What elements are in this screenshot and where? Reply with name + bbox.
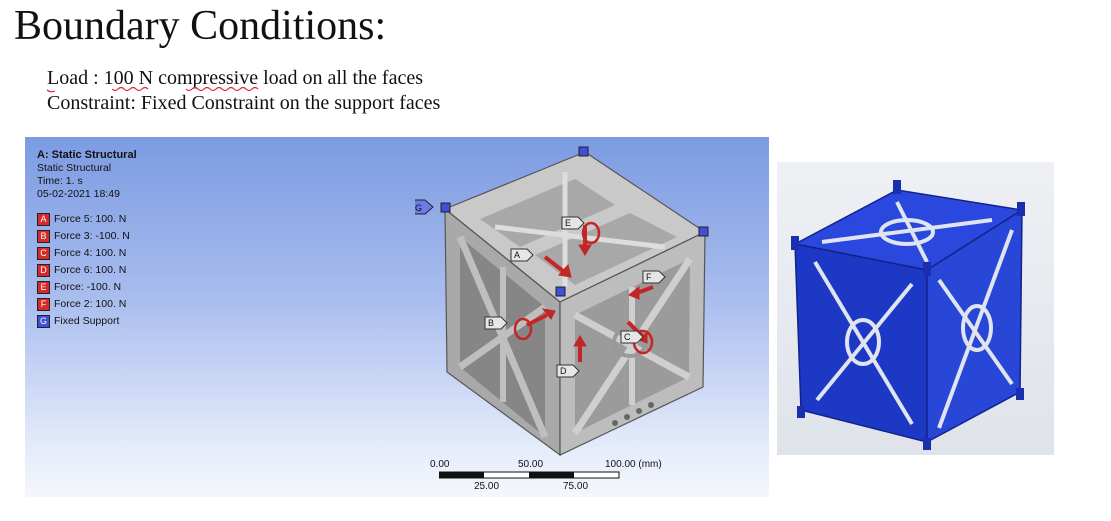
analysis-time: Time: 1. s xyxy=(37,175,83,187)
scale-label-25: 25.00 xyxy=(474,481,500,492)
ansys-viewport[interactable]: A: Static Structural Static Structural T… xyxy=(25,137,769,497)
legend-badge: B xyxy=(37,230,50,243)
legend-badge: G xyxy=(37,315,50,328)
callout-a: A xyxy=(514,250,520,260)
callout-label-icon xyxy=(510,248,534,262)
analysis-title: A: Static Structural xyxy=(37,149,137,161)
callout-b: B xyxy=(488,318,494,328)
legend-badge: A xyxy=(37,213,50,226)
constraint-line: Constraint: Fixed Constraint on the supp… xyxy=(47,92,441,114)
legend-badge: C xyxy=(37,247,50,260)
scale-ruler xyxy=(439,471,620,479)
legend-label: Force 2: 100. N xyxy=(54,298,127,310)
legend-item[interactable]: E Force: -100. N xyxy=(37,279,137,296)
boundary-condition-list: Load : 100 N compressive load on all the… xyxy=(47,66,440,116)
legend-label: Force: -100. N xyxy=(54,281,122,293)
legend-item[interactable]: C Force 4: 100. N xyxy=(37,245,137,262)
legend-badge: D xyxy=(37,264,50,277)
callout-label-icon xyxy=(484,316,508,330)
legend-label: Force 6: 100. N xyxy=(54,264,127,276)
callout-label-icon xyxy=(415,199,434,215)
legend-label: Force 5: 100. N xyxy=(54,213,127,225)
scale-bar: 0.00 50.00 100.00 (mm) 25.00 75.00 xyxy=(427,455,667,495)
scale-label-100: 100.00 (mm) xyxy=(605,459,662,470)
legend-item[interactable]: G Fixed Support xyxy=(37,313,137,330)
scale-label-75: 75.00 xyxy=(563,481,589,492)
callout-g: G xyxy=(415,203,422,213)
cubesat-render xyxy=(777,162,1054,455)
callout-e: E xyxy=(565,218,571,228)
callout-d: D xyxy=(560,366,567,376)
analysis-type: Static Structural xyxy=(37,162,112,174)
analysis-date: 05-02-2021 18:49 xyxy=(37,188,120,200)
legend-label: Fixed Support xyxy=(54,315,120,327)
legend-item[interactable]: D Force 6: 100. N xyxy=(37,262,137,279)
boundary-legend: A Force 5: 100. N B Force 3: -100. N C Forc… xyxy=(37,211,137,330)
legend-item[interactable]: F Force 2: 100. N xyxy=(37,296,137,313)
callout-label-icon xyxy=(556,364,580,378)
legend-badge: E xyxy=(37,281,50,294)
callout-c: C xyxy=(624,332,631,342)
scale-label-0: 0.00 xyxy=(430,459,450,470)
callout-label-icon xyxy=(642,270,666,284)
load-line: Load : 100 N compressive load on all the… xyxy=(47,67,423,89)
legend-item[interactable]: B Force 3: -100. N xyxy=(37,228,137,245)
fixed-support-icon xyxy=(440,202,451,213)
cubesat-model[interactable]: G A B C D E F xyxy=(415,137,735,467)
legend-label: Force 3: -100. N xyxy=(54,230,130,242)
legend-badge: F xyxy=(37,298,50,311)
fixed-support-icon xyxy=(698,226,709,237)
legend-item[interactable]: A Force 5: 100. N xyxy=(37,211,137,228)
scale-label-50: 50.00 xyxy=(518,459,544,470)
legend-label: Force 4: 100. N xyxy=(54,247,127,259)
callout-label-icon xyxy=(561,216,585,230)
cubesat-render-image xyxy=(791,180,1025,450)
fixed-support-icon xyxy=(555,286,566,297)
fixed-support-icon xyxy=(578,146,589,157)
slide-title: Boundary Conditions: xyxy=(14,3,387,49)
callout-f: F xyxy=(646,272,652,282)
callout-label-icon xyxy=(620,330,644,344)
analysis-info: A: Static Structural Static Structural T… xyxy=(37,149,137,330)
